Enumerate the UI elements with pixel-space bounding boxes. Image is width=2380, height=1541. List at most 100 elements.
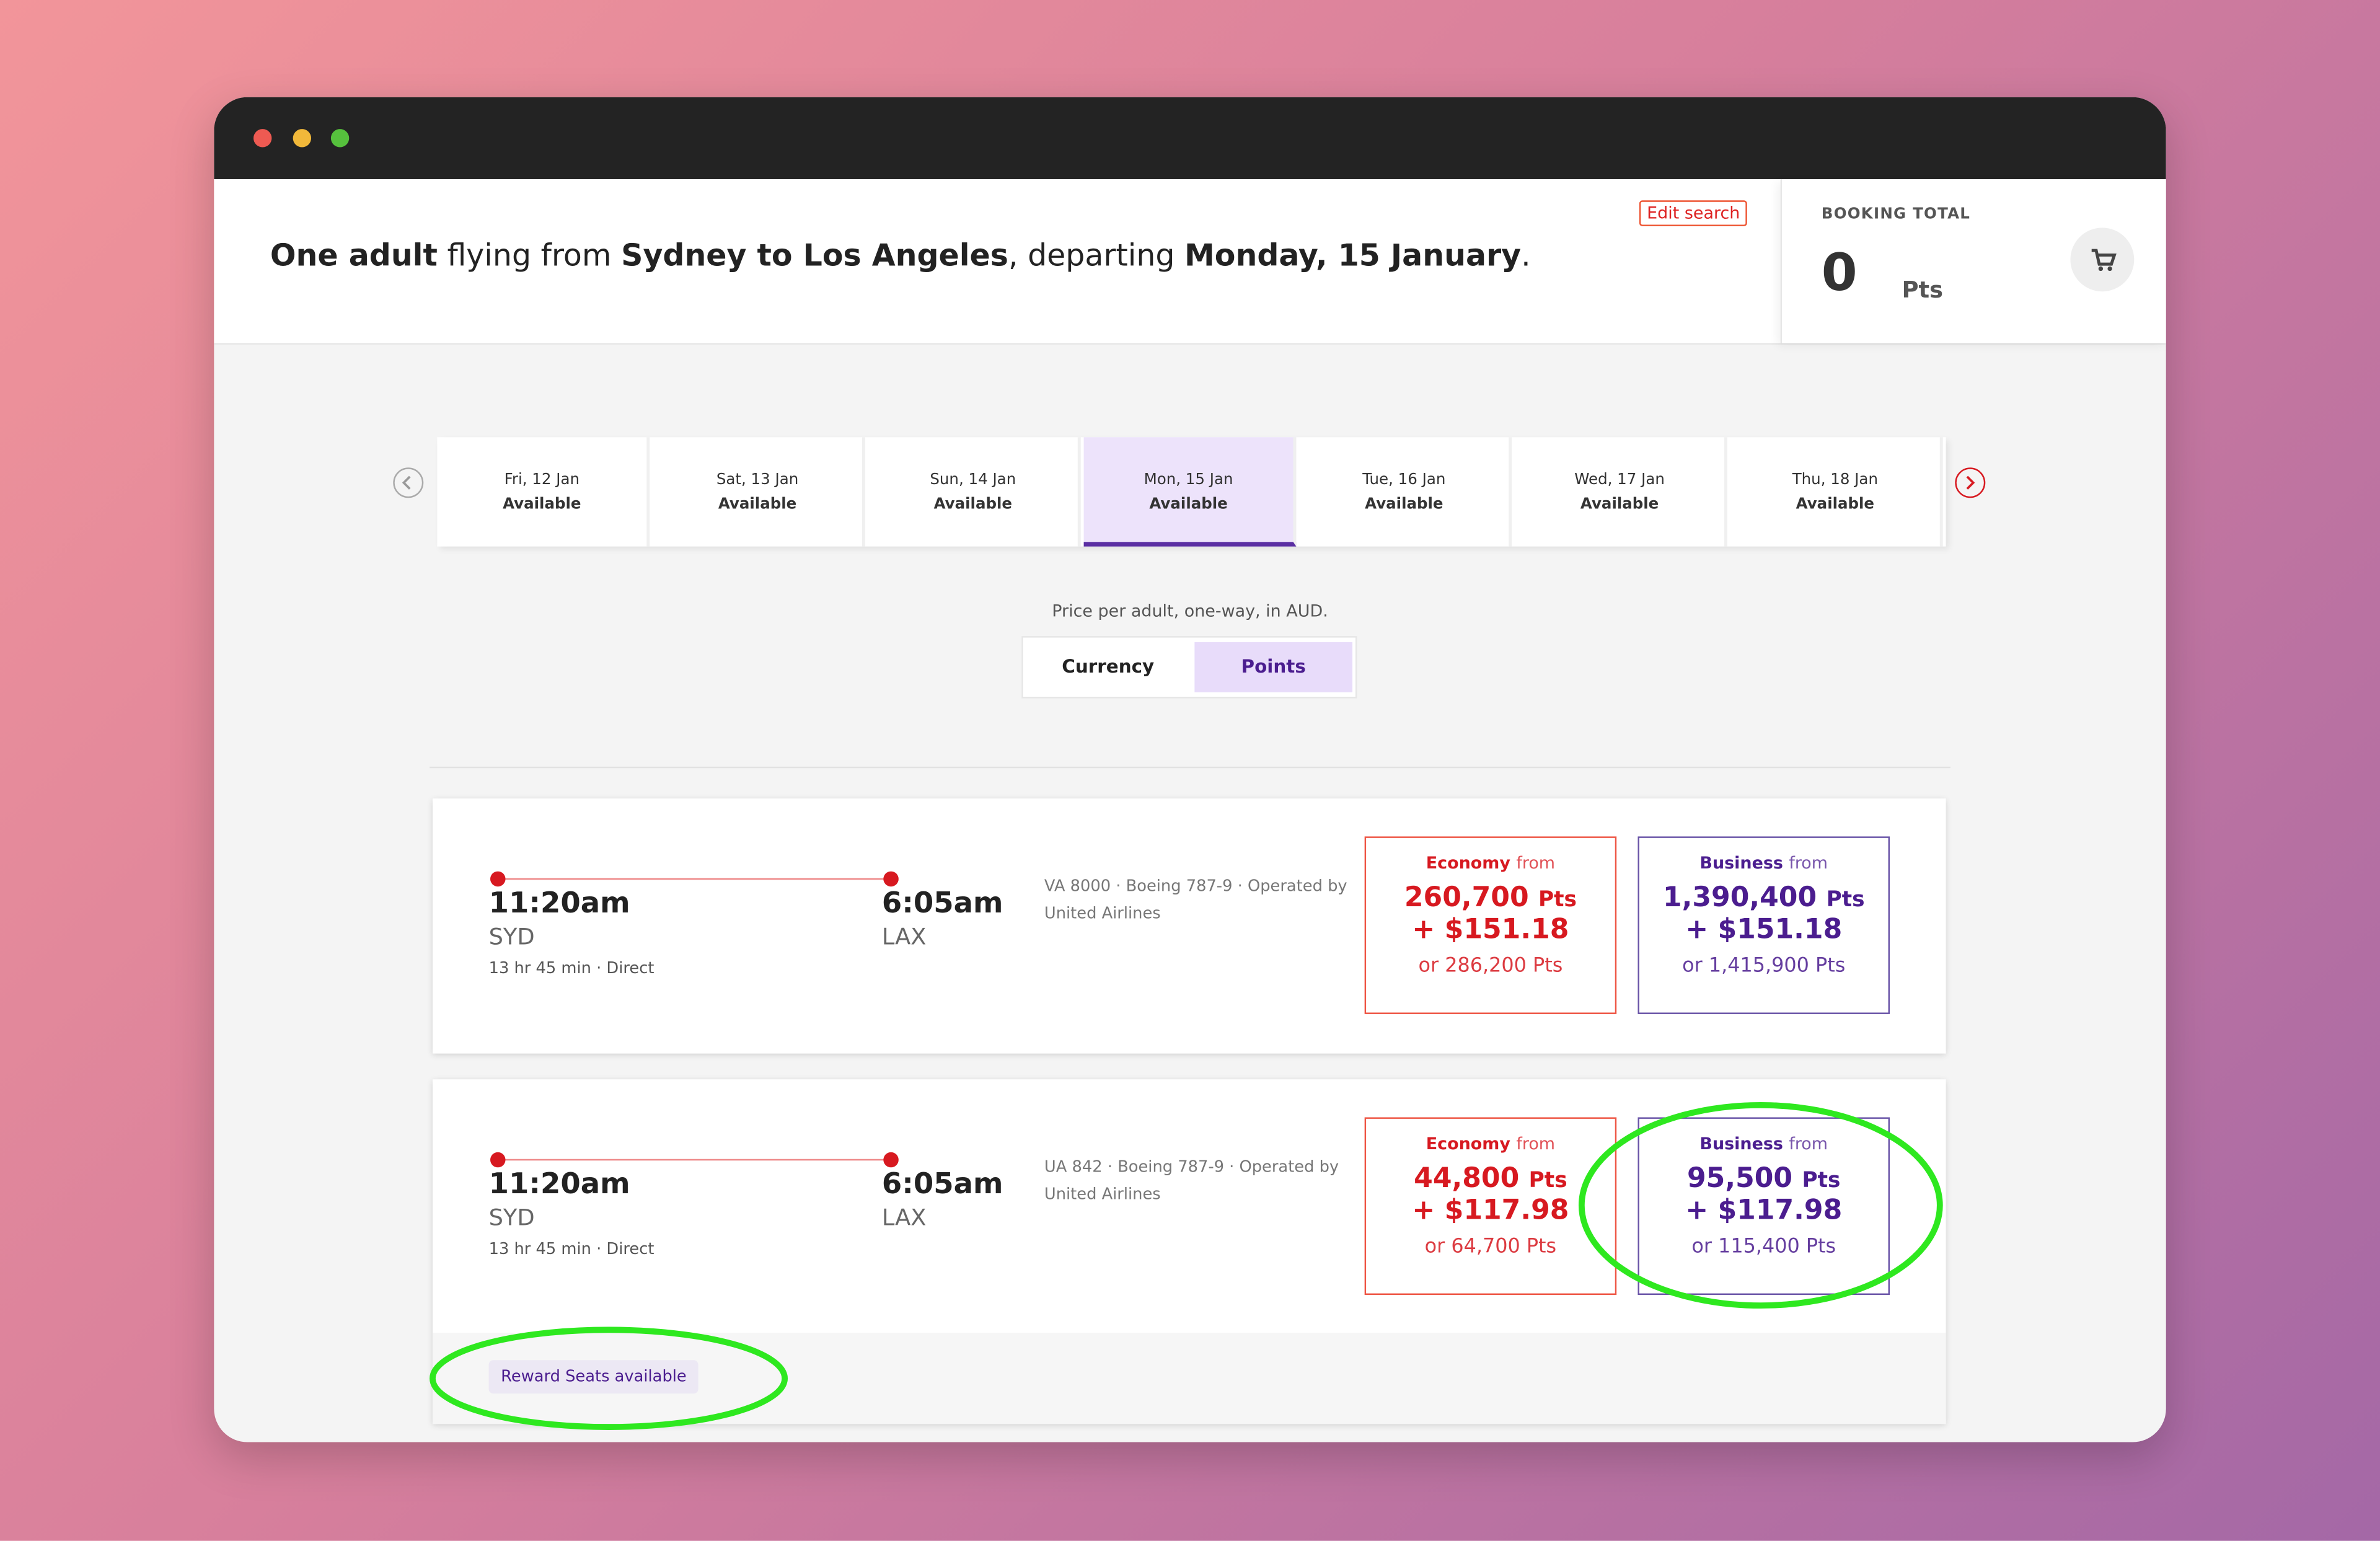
summary-text: . (1521, 237, 1531, 273)
fare-alt: or 64,700 Pts (1424, 1235, 1557, 1259)
arrow-icon (402, 475, 411, 490)
fare-cabin: Economy from (1366, 853, 1615, 873)
cabin-name: Economy (1426, 853, 1510, 873)
header: One adult flying from Sydney to Los Ange… (214, 179, 2166, 345)
date-status: Available (933, 496, 1013, 513)
summary-bold: One adult (270, 237, 438, 273)
date-day: Sun, 14 Jan (930, 472, 1016, 489)
depart-time: 11:20am (488, 886, 630, 921)
date-cell[interactable]: Wed, 17 Jan Available (1515, 437, 1727, 547)
cart-icon (2091, 249, 2117, 272)
points-value: 260,700 (1404, 881, 1529, 914)
date-cell[interactable]: Tue, 16 Jan Available (1299, 437, 1512, 547)
toggle-option[interactable]: Currency (1062, 655, 1155, 678)
route-dot (883, 871, 899, 887)
route-dot (490, 1152, 506, 1168)
fare-cabin: Business from (1639, 1134, 1889, 1154)
fare-cabin: Business from (1639, 853, 1889, 873)
date-cell[interactable]: Mon, 15 Jan Available (1083, 437, 1297, 547)
points-value: 1,390,400 (1662, 881, 1817, 914)
duration: 13 hr 45 min · Direct (488, 1240, 654, 1259)
highlight-circle (430, 1327, 788, 1430)
fare-points: 44,800 Pts (1366, 1163, 1615, 1194)
date-status: Available (1365, 496, 1443, 513)
toggle-option[interactable]: Points (1194, 642, 1353, 692)
date-status: Available (1149, 496, 1228, 513)
prev-dates[interactable] (393, 467, 424, 498)
points-value: 44,800 (1414, 1162, 1520, 1195)
fare-option[interactable]: Economy from 260,700 Pts + $151.18 or 286,2… (1364, 836, 1617, 1014)
maximize-dot[interactable] (330, 129, 350, 148)
fare-alt: or 286,200 Pts (1418, 955, 1563, 978)
duration: 13 hr 45 min · Direct (488, 959, 654, 978)
date-status: Available (1796, 496, 1875, 513)
points-value: 95,500 (1686, 1162, 1793, 1195)
fare-option[interactable]: Business from 1,390,400 Pts + $151.18 or 1,… (1637, 836, 1890, 1014)
date-status: Available (1580, 496, 1659, 513)
booking-total: BOOKING TOTAL 0 Pts (1780, 179, 2166, 343)
cabin-from: from (1516, 1134, 1556, 1154)
route-dot (883, 1152, 899, 1168)
fare-alt: or 115,400 Pts (1691, 1235, 1836, 1259)
reward-bar: Reward Seats available (432, 1333, 1946, 1424)
date-cell[interactable]: Fri, 12 Jan Available (437, 437, 650, 547)
date-strip: Fri, 12 Jan Available Sat, 13 Jan Available… (437, 437, 1946, 547)
route-line (490, 871, 899, 887)
cabin-name: Economy (1426, 1134, 1510, 1154)
highlight-circle (1578, 1102, 1943, 1309)
fare-cash: + $117.98 (1412, 1194, 1569, 1227)
depart-code: SYD (488, 922, 535, 951)
route-dot (490, 871, 506, 887)
booking-label: BOOKING TOTAL (1821, 206, 1971, 224)
cabin-name: Business (1699, 853, 1783, 873)
next-dates[interactable] (1955, 467, 1986, 498)
summary-bold: Monday, 15 January (1184, 237, 1522, 273)
date-status: Available (503, 496, 581, 513)
points-unit: Pts (1538, 888, 1577, 912)
reward-badge: Reward Seats available (488, 1360, 699, 1394)
fare-points: 95,500 Pts (1639, 1163, 1889, 1194)
date-day: Wed, 17 Jan (1574, 472, 1665, 489)
points-unit: Pts (1826, 888, 1865, 912)
summary-bold: Sydney to Los Angeles (621, 237, 1008, 273)
fare-cash: + $151.18 (1685, 914, 1843, 946)
price-toggle: Currency Points (1021, 636, 1357, 699)
fare-cabin: Economy from (1366, 1134, 1615, 1154)
fare-points: 1,390,400 Pts (1639, 882, 1889, 914)
flight-card: 11:20am SYD 13 hr 45 min · Direct 6:05am LAX… (432, 798, 1946, 1054)
fare-points: 260,700 Pts (1366, 882, 1615, 914)
search-summary: One adult flying from Sydney to Los Ange… (270, 237, 1531, 273)
date-day: Sat, 13 Jan (716, 472, 799, 489)
cabin-name: Business (1699, 1134, 1783, 1154)
arrow-icon (1966, 475, 1975, 490)
depart-code: SYD (488, 1204, 535, 1232)
browser-window: One adult flying from Sydney to Los Ange… (214, 97, 2166, 1442)
edit-search[interactable]: Edit search (1639, 200, 1748, 226)
flight-info: VA 8000 · Boeing 787-9 · Operated by Uni… (1044, 877, 1347, 923)
cabin-from: from (1516, 853, 1556, 873)
summary-text: , departing (1008, 237, 1185, 273)
route-line (490, 1152, 899, 1168)
date-cell[interactable]: Thu, 18 Jan Available (1730, 437, 1943, 547)
fare-cash: + $151.18 (1412, 914, 1569, 946)
minimize-dot[interactable] (293, 129, 312, 148)
flight-card: 11:20am SYD 13 hr 45 min · Direct 6:05am LAX… (432, 1079, 1946, 1424)
booking-unit: Pts (1902, 276, 1943, 304)
summary-text: flying from (437, 237, 622, 273)
date-cell[interactable]: Sat, 13 Jan Available (653, 437, 865, 547)
fare-alt: or 1,415,900 Pts (1682, 955, 1846, 978)
fare-option[interactable]: Business from 95,500 Pts + $117.98 or 115,4… (1637, 1117, 1890, 1295)
cabin-from: from (1789, 853, 1828, 873)
title-bar (214, 97, 2166, 179)
fare-option[interactable]: Economy from 44,800 Pts + $117.98 or 64,700… (1364, 1117, 1617, 1295)
date-day: Tue, 16 Jan (1362, 472, 1446, 489)
date-cell[interactable]: Sun, 14 Jan Available (868, 437, 1081, 547)
cabin-from: from (1789, 1134, 1828, 1154)
price-note: Price per adult, one-way, in AUD. (1052, 601, 1328, 621)
divider (430, 766, 1950, 769)
cart-button[interactable] (2070, 227, 2135, 292)
close-dot[interactable] (253, 129, 272, 148)
